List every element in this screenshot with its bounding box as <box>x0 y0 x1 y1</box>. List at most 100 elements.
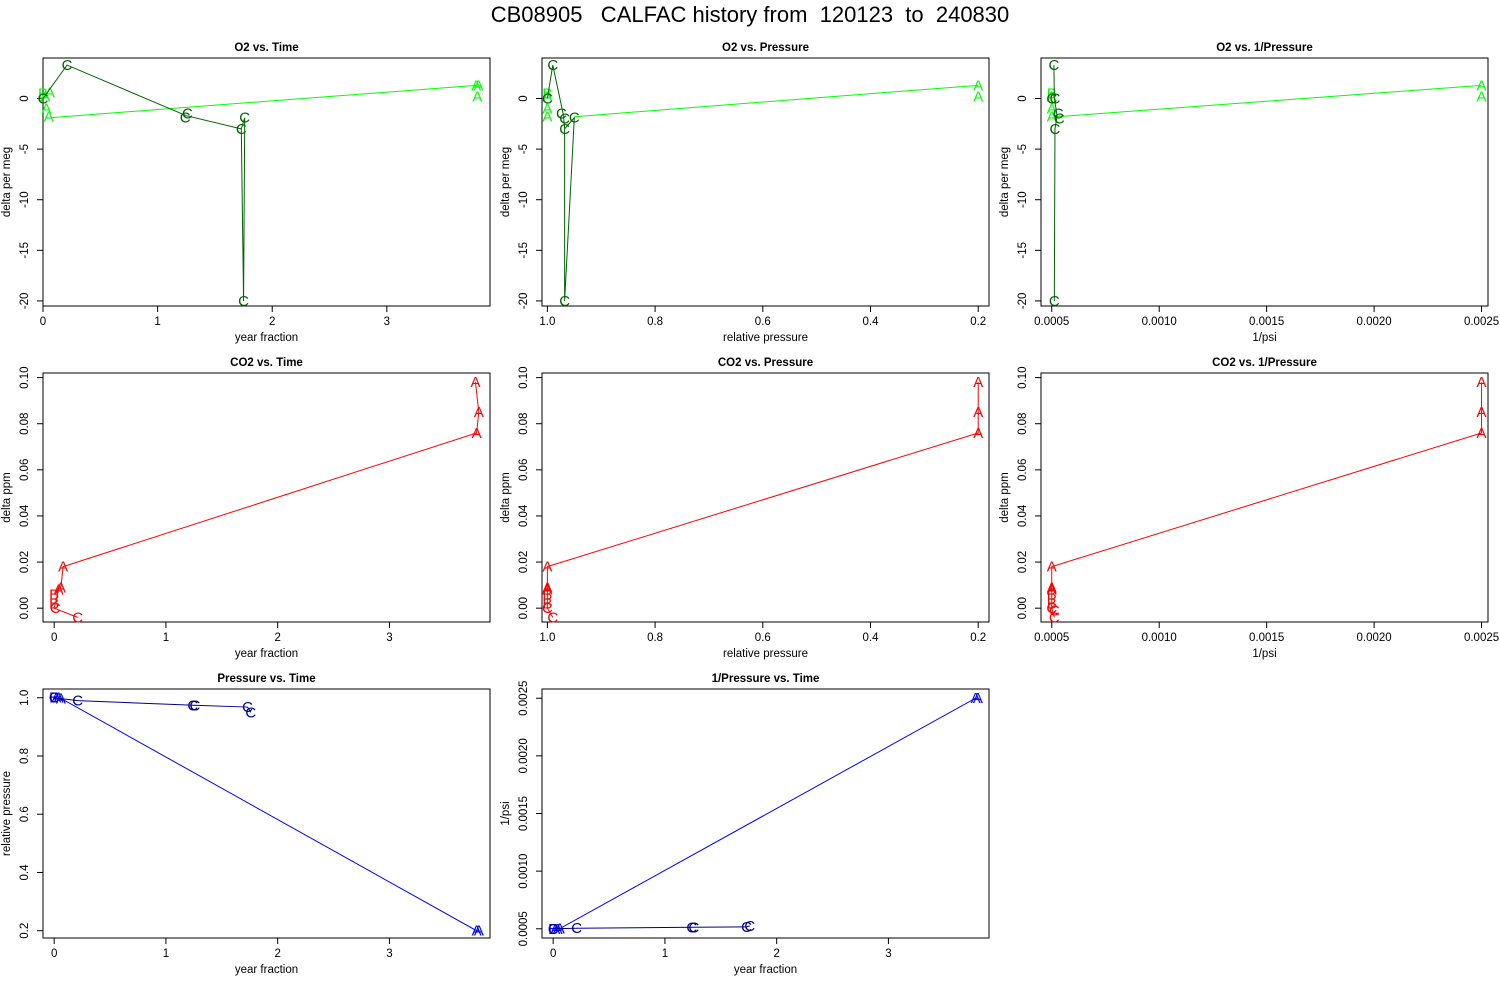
chart-panel-8: 1/Pressure vs. Time year fraction 1/psi 0 1 2… <box>500 673 990 976</box>
data-point: C <box>1050 121 1061 138</box>
y-tick-label: 0.04 <box>19 504 31 527</box>
chart-title: Pressure vs. Time <box>217 673 315 685</box>
data-point: C <box>1049 609 1060 626</box>
x-tick-label: 0.2 <box>970 632 986 644</box>
x-tick-label: 2 <box>274 948 280 960</box>
y-tick-label: 0.6 <box>19 806 31 822</box>
data-point: C <box>542 90 553 107</box>
y-tick-label: -20 <box>1017 293 1029 310</box>
x-tick-label: 0.0015 <box>1249 632 1284 644</box>
y-tick-label: 1.0 <box>19 690 31 706</box>
series-line <box>553 925 751 930</box>
x-tick-label: 3 <box>885 948 891 960</box>
x-tick-label: 0 <box>40 316 46 328</box>
data-point: C <box>1050 90 1061 107</box>
data-point: C <box>556 106 567 123</box>
x-tick-label: 1 <box>163 948 169 960</box>
data-point: A <box>973 690 983 707</box>
chart-panel-5: CO2 vs. Pressure relative pressure delta p… <box>500 357 990 660</box>
data-point: A <box>474 77 484 94</box>
data-point: C <box>182 106 193 123</box>
x-tick-label: 0.6 <box>755 316 771 328</box>
x-tick-label: 0.8 <box>647 632 663 644</box>
data-point: B <box>542 85 552 102</box>
y-tick-label: 0.08 <box>19 413 31 435</box>
data-point: A <box>54 582 64 599</box>
x-axis-label: year fraction <box>235 964 298 976</box>
y-axis-label: delta ppm <box>999 472 1011 523</box>
y-tick-label: 0.02 <box>518 551 530 573</box>
y-tick-label: -20 <box>19 293 31 310</box>
chart-title: 1/Pressure vs. Time <box>712 673 820 685</box>
y-tick-label: 0.10 <box>1017 366 1029 388</box>
data-point: C <box>744 918 755 935</box>
data-point: A <box>472 923 482 940</box>
chart-title: CO2 vs. Time <box>230 357 303 369</box>
data-point: C <box>559 293 570 310</box>
y-tick-label: 0.10 <box>19 366 31 388</box>
data-point: A <box>470 374 480 391</box>
y-tick-label: 0 <box>1017 95 1029 101</box>
y-axis-label: delta ppm <box>500 472 512 523</box>
plot-frame <box>541 688 990 939</box>
main-title: CB08905 CALFAC history from 120123 to 24… <box>490 2 1010 27</box>
y-tick-label: -15 <box>19 242 31 259</box>
chart-title: O2 vs. Time <box>234 42 298 54</box>
plot-frame <box>42 57 491 307</box>
data-point: C <box>49 690 60 707</box>
plot-frame <box>541 372 990 623</box>
x-axis-label: year fraction <box>235 648 298 660</box>
series-line <box>553 697 978 930</box>
x-axis-label: year fraction <box>235 332 298 344</box>
data-point: C <box>1048 57 1059 74</box>
data-point: A <box>1047 582 1057 599</box>
y-axis-label: delta ppm <box>1 472 13 523</box>
y-axis-label: relative pressure <box>1 771 13 856</box>
series-line <box>42 64 246 301</box>
data-point: C <box>559 121 570 138</box>
chart-title: O2 vs. 1/Pressure <box>1216 42 1313 54</box>
y-tick-label: 0.2 <box>19 923 31 939</box>
plot-frame <box>1040 372 1489 623</box>
data-point: A <box>1477 425 1487 442</box>
y-tick-label: 0.06 <box>518 459 530 481</box>
x-tick-label: 0.0025 <box>1464 632 1499 644</box>
data-point: A <box>1047 101 1057 118</box>
x-tick-label: 0.0015 <box>1249 316 1284 328</box>
data-point: C <box>62 57 73 74</box>
x-tick-label: 0.2 <box>970 316 986 328</box>
chart-panel-1: O2 vs. Time year fraction delta per meg 0 1 2… <box>1 42 491 344</box>
data-point: A <box>973 88 983 105</box>
data-point: C <box>741 919 752 936</box>
x-axis-label: relative pressure <box>723 332 808 344</box>
data-point: A <box>45 84 55 101</box>
data-point: A <box>41 101 51 118</box>
data-point: C <box>1049 293 1060 310</box>
y-tick-label: 0.4 <box>19 864 31 881</box>
series-line <box>54 697 252 713</box>
data-point: A <box>474 404 484 421</box>
data-point: B <box>1047 596 1057 613</box>
chart-panel-4: CO2 vs. Time year fraction delta ppm 0 1 2 3 0.… <box>1 357 491 660</box>
y-tick-label: 0.08 <box>518 413 530 435</box>
data-point: C <box>548 921 559 938</box>
plot-frame <box>1040 57 1489 307</box>
data-point: A <box>973 374 983 391</box>
y-tick-label: -10 <box>19 191 31 208</box>
x-tick-label: 0.8 <box>647 316 663 328</box>
data-point: B <box>542 586 552 603</box>
plot-frame <box>42 372 491 623</box>
data-point: A <box>44 109 54 126</box>
data-point: A <box>542 101 552 118</box>
y-tick-label: 0.00 <box>19 597 31 619</box>
data-point: C <box>242 699 253 716</box>
x-tick-label: 1.0 <box>539 316 555 328</box>
data-point: C <box>1049 602 1060 619</box>
y-tick-label: 0.00 <box>518 597 530 619</box>
chart-panel-3: O2 vs. 1/Pressure 1/psi delta per meg 0.000… <box>999 42 1499 344</box>
data-point: C <box>1046 90 1057 107</box>
data-point: A <box>1477 374 1487 391</box>
y-tick-label: 0.00 <box>1017 597 1029 619</box>
data-point: A <box>550 921 560 938</box>
